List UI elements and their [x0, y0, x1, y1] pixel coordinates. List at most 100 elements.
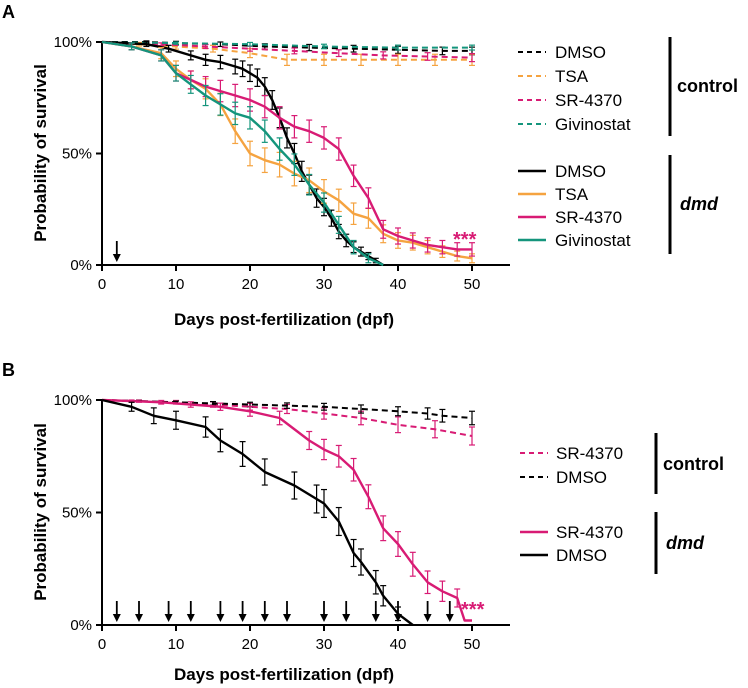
treatment-arrow	[238, 601, 247, 622]
legend-a-dmd-tsa-label: TSA	[555, 185, 589, 204]
panel-a-series	[101, 40, 475, 267]
survival-line	[101, 398, 472, 622]
panel-a-x-axis-title: Days post-fertilization (dpf)	[174, 310, 394, 329]
panel-b-y-axis-title: Probability of survival	[31, 423, 50, 601]
panel-a-y-axis-title: Probability of survival	[31, 64, 50, 242]
panel-a-x-tick-label: 30	[316, 276, 333, 293]
panel-a-series-dmd-givinostat	[101, 40, 384, 267]
legend-a-control-givinostat-label: Givinostat	[555, 115, 631, 134]
legend-a-dmd-givinostat: Givinostat	[518, 231, 631, 250]
legend-b-dmd-dmso-label: DMSO	[556, 546, 607, 565]
treatment-arrow-head	[320, 614, 328, 622]
panel-a-y-tick-label: 100%	[54, 34, 92, 51]
panel-a-axes	[101, 42, 510, 266]
panel-b-axes	[101, 400, 510, 626]
legend-a-dmd-sr4370-label: SR-4370	[555, 208, 622, 227]
legend-a-control-tsa-label: TSA	[555, 67, 589, 86]
legend-a-dmd-tsa: TSA	[518, 185, 589, 204]
legend-a-control-sr4370: SR-4370	[518, 91, 622, 110]
panel-b-y-tick-label: 50%	[62, 505, 92, 522]
panel-b-x-tick-label: 10	[168, 636, 185, 653]
survival-line	[101, 41, 473, 59]
survival-line	[101, 399, 473, 419]
survival-line	[101, 41, 472, 49]
survival-line	[101, 40, 472, 251]
legend-a-control-dmso-label: DMSO	[555, 43, 606, 62]
panel-b-series-dmd-dmso	[101, 398, 414, 626]
survival-line	[101, 40, 384, 267]
treatment-arrow	[112, 601, 121, 622]
panel-a-series-control-givinostat	[101, 41, 475, 51]
panel-a-x-tick-label: 50	[464, 276, 481, 293]
panel-b-series-control-dmso	[101, 399, 475, 426]
treatment-arrow	[423, 601, 432, 622]
survival-line	[101, 40, 473, 260]
legend-a-control-sr4370-label: SR-4370	[555, 91, 622, 110]
treatment-arrow	[164, 601, 173, 622]
legend-b-control-sr4370-label: SR-4370	[556, 444, 623, 463]
treatment-arrow	[186, 601, 195, 622]
panel-a-ticks: 0 10 20 30 40 50 0% 50% 100%	[54, 34, 481, 293]
panel-b-ticks: 0 10 20 30 40 50 0% 50% 100%	[54, 392, 481, 653]
survival-line	[102, 41, 472, 52]
panel-b-x-tick-label: 50	[464, 636, 481, 653]
treatment-arrow-head	[423, 614, 432, 622]
panel-a-x-tick-label: 10	[168, 276, 185, 293]
legend-a-control-dmso: DMSO	[518, 43, 606, 62]
legend-b-control-sr4370: SR-4370	[520, 444, 623, 463]
treatment-arrow-head	[238, 614, 247, 622]
panel-b-x-tick-label: 20	[242, 636, 259, 653]
legend-a-dmd-givinostat-label: Givinostat	[555, 231, 631, 250]
panel-b-y-tick-label: 100%	[54, 392, 92, 409]
legend-b-control-dmso-label: DMSO	[556, 468, 607, 487]
treatment-arrow-head	[445, 614, 454, 622]
panel-b-treatment-arrows	[112, 601, 454, 622]
panel-a-series-dmd-tsa	[101, 40, 475, 264]
treatment-arrow-head	[112, 254, 121, 262]
legend-b-dmd-dmso: DMSO	[520, 546, 607, 565]
panel-b-letter: B	[2, 360, 15, 380]
panel-a-legend: DMSO TSA SR-4370 Givinostat control DMSO…	[518, 37, 738, 254]
treatment-arrow-head	[283, 614, 291, 622]
panel-b-series-dmd-sr4370	[101, 398, 472, 622]
treatment-arrow-head	[186, 614, 195, 622]
treatment-arrow-head	[260, 614, 269, 622]
panel-b-x-axis-title: Days post-fertilization (dpf)	[174, 665, 394, 684]
treatment-arrow	[112, 241, 121, 262]
panel-b-legend: SR-4370 DMSO control SR-4370 DMSO dmd	[520, 433, 724, 574]
treatment-arrow	[371, 601, 380, 622]
legend-b-control-dmso: DMSO	[520, 468, 607, 487]
treatment-arrow-head	[135, 614, 143, 622]
legend-b-dmd-sr4370-label: SR-4370	[556, 523, 623, 542]
panel-a-series-dmd-sr4370	[101, 40, 475, 257]
legend-b-dmd-sr4370: SR-4370	[520, 523, 623, 542]
treatment-arrow	[394, 601, 402, 622]
legend-a-dmd-sr4370: SR-4370	[518, 208, 622, 227]
treatment-arrow-head	[164, 614, 173, 622]
panel-b-y-tick-label: 0%	[70, 617, 92, 634]
panel-b-significance-label: ***	[461, 599, 485, 621]
legend-b-dmd-group-label: dmd	[666, 533, 705, 553]
panel-b-series	[101, 398, 475, 626]
panel-a-y-tick-label: 0%	[70, 257, 92, 274]
treatment-arrow-head	[216, 614, 225, 622]
treatment-arrow-head	[394, 614, 402, 622]
panel-b-x-tick-label: 40	[390, 636, 407, 653]
survival-line	[101, 40, 384, 267]
legend-a-dmd-dmso-label: DMSO	[555, 162, 606, 181]
legend-b-control-group-label: control	[663, 454, 724, 474]
treatment-arrow	[283, 601, 291, 622]
panel-a-x-tick-label: 0	[98, 276, 106, 293]
panel-a-significance-label: ***	[453, 229, 477, 251]
treatment-arrow-head	[112, 614, 121, 622]
legend-a-control-tsa: TSA	[518, 67, 589, 86]
panel-b-series-control-sr4370	[101, 399, 475, 446]
survival-line	[101, 398, 414, 626]
panel-b-x-tick-label: 0	[98, 636, 106, 653]
panel-a-y-tick-label: 50%	[62, 146, 92, 163]
panel-a-x-tick-label: 20	[242, 276, 259, 293]
legend-a-control-givinostat: Givinostat	[518, 115, 631, 134]
treatment-arrow	[260, 601, 269, 622]
panel-a-x-tick-label: 40	[390, 276, 407, 293]
